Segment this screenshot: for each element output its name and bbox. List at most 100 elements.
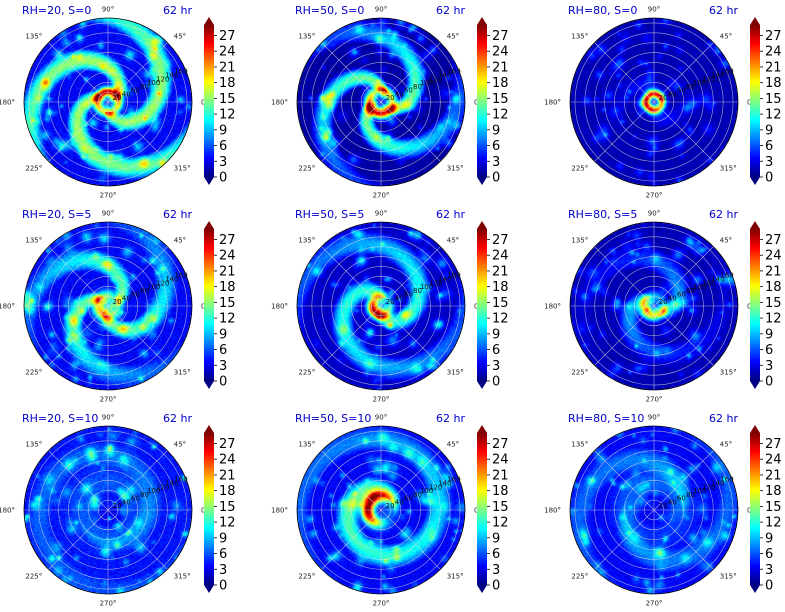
colorbar-tick-label: 12 <box>219 108 236 123</box>
radial-tick-label: 120 <box>156 483 169 491</box>
colorbar-tick-label: 9 <box>765 123 773 138</box>
angle-tick-label: 225° <box>571 368 588 376</box>
panel-title: RH=50, S=0 <box>295 4 364 17</box>
colorbar-tick-label: 18 <box>765 76 782 91</box>
radial-tick-label: 60 <box>404 495 413 503</box>
angle-tick-label: 135° <box>25 33 42 41</box>
angle-tick-label: 225° <box>298 368 315 376</box>
angular-gridline <box>594 101 655 162</box>
angle-tick-label: 90° <box>648 6 660 14</box>
angle-tick-label: 135° <box>571 33 588 41</box>
angle-tick-label: 315° <box>447 164 464 172</box>
angle-tick-label: 180° <box>0 99 15 107</box>
colorbar-tick-label: 21 <box>765 264 782 279</box>
angle-tick-label: 45° <box>174 237 186 245</box>
colorbar-min-extend <box>750 381 760 389</box>
colorbar-tick-label: 15 <box>219 296 236 311</box>
colorbar-tick-label: 12 <box>765 108 782 123</box>
colorbar-max-extend <box>204 221 214 229</box>
angular-gridline <box>321 101 382 162</box>
colorbar-min-extend <box>204 585 214 593</box>
colorbar-tick-label: 3 <box>765 563 773 578</box>
radial-tick-label: 100 <box>420 487 433 495</box>
colorbar-tick-label: 9 <box>492 123 500 138</box>
colorbar-max-extend <box>750 221 760 229</box>
colorbar-tick-label: 6 <box>765 343 773 358</box>
polar-panel: 204060801001201401600°45°90°135°180°225°… <box>271 412 508 608</box>
angle-tick-label: 45° <box>174 441 186 449</box>
colorbar-tick-label: 0 <box>765 171 773 186</box>
colorbar-gradient <box>750 25 760 177</box>
angle-tick-label: 45° <box>720 237 732 245</box>
colorbar-tick-label: 21 <box>492 264 509 279</box>
radial-tick-label: 40 <box>668 294 677 302</box>
radial-tick-label: 80 <box>413 83 422 91</box>
polar-panel: 204060801001201401600°45°90°135°180°225°… <box>271 208 508 404</box>
angle-tick-label: 45° <box>720 33 732 41</box>
colorbar-max-extend <box>204 17 214 25</box>
radial-tick-label: 160 <box>447 68 460 76</box>
polar-frame <box>569 221 739 391</box>
colorbar-gradient <box>477 25 487 177</box>
angular-gridline <box>380 101 441 162</box>
colorbar-tick-label: 27 <box>765 29 782 44</box>
radial-tick-label: 40 <box>668 90 677 98</box>
panel-title: RH=80, S=10 <box>568 412 644 425</box>
angle-tick-label: 90° <box>102 414 114 422</box>
radial-tick-label: 40 <box>395 498 404 506</box>
colorbar-tick-label: 21 <box>219 264 236 279</box>
radial-tick-label: 60 <box>131 291 140 299</box>
colorbar-gradient <box>477 433 487 585</box>
angular-gridline <box>594 246 655 307</box>
colorbar-tick-label: 18 <box>492 76 509 91</box>
polar-frame <box>23 17 193 187</box>
colorbar-tick-label: 3 <box>492 359 500 374</box>
angular-gridline <box>653 450 714 511</box>
colorbar-min-extend <box>204 177 214 185</box>
colorbar-tick-label: 6 <box>492 343 500 358</box>
colorbar-max-extend <box>477 425 487 433</box>
colorbar-tick-label: 3 <box>219 359 227 374</box>
colorbar-tick-label: 3 <box>219 155 227 170</box>
radial-tick-label: 140 <box>711 72 724 80</box>
colorbar-tick-label: 3 <box>492 563 500 578</box>
colorbar-min-extend <box>750 177 760 185</box>
colorbar-tick-label: 6 <box>765 547 773 562</box>
radial-tick-label: 160 <box>174 68 187 76</box>
angle-tick-label: 135° <box>571 237 588 245</box>
angle-tick-label: 225° <box>25 164 42 172</box>
colorbar-min-extend <box>477 585 487 593</box>
radial-tick-label: 140 <box>438 480 451 488</box>
radial-tick-label: 120 <box>702 483 715 491</box>
radial-tick-label: 100 <box>420 283 433 291</box>
colorbar-tick-label: 3 <box>492 155 500 170</box>
angle-tick-label: 135° <box>298 441 315 449</box>
angle-tick-label: 225° <box>298 164 315 172</box>
colorbar-tick-label: 15 <box>492 92 509 107</box>
colorbar-tick-label: 9 <box>219 123 227 138</box>
radial-tick-label: 140 <box>165 72 178 80</box>
colorbar-tick-label: 21 <box>765 60 782 75</box>
angular-gridline <box>321 246 382 307</box>
angle-tick-label: 135° <box>298 33 315 41</box>
angle-tick-label: 270° <box>100 192 117 200</box>
angle-tick-label: 180° <box>544 507 561 515</box>
time-label: 62 hr <box>163 412 192 425</box>
colorbar-gradient <box>750 229 760 381</box>
colorbar-max-extend <box>477 221 487 229</box>
polar-panel: 204060801001201401600°45°90°135°180°225°… <box>271 4 508 200</box>
colorbar-tick-label: 18 <box>492 484 509 499</box>
colorbar-tick-label: 24 <box>492 45 509 60</box>
angular-gridline <box>48 450 109 511</box>
angular-gridline <box>380 246 441 307</box>
radial-tick-label: 80 <box>686 491 695 499</box>
radial-tick-label: 60 <box>404 291 413 299</box>
colorbar-max-extend <box>204 425 214 433</box>
radial-tick-label: 20 <box>659 298 668 306</box>
angular-gridline <box>321 450 382 511</box>
